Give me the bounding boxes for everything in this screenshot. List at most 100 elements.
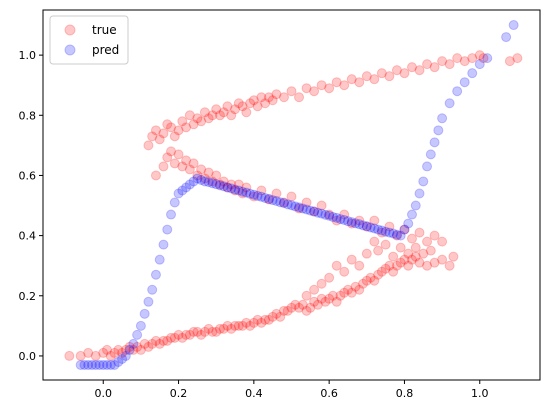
- pred-point: [75, 359, 86, 370]
- true-point: [286, 191, 297, 202]
- plot-frame: [42, 9, 541, 381]
- pred-point: [135, 320, 146, 331]
- true-point: [373, 269, 384, 280]
- pred-point: [214, 180, 225, 191]
- true-point: [263, 194, 274, 205]
- pred-point: [154, 254, 165, 265]
- pred-point: [139, 308, 150, 319]
- pred-point: [207, 178, 218, 189]
- pred-point: [267, 195, 278, 206]
- pred-point: [459, 77, 470, 88]
- y-tick-label: 0.0: [19, 350, 37, 363]
- true-series-points: [64, 50, 523, 361]
- true-point: [184, 329, 195, 340]
- pred-point: [166, 209, 177, 220]
- true-point: [422, 236, 433, 247]
- true-point: [369, 275, 380, 286]
- pred-point: [252, 190, 263, 201]
- true-point: [64, 350, 75, 361]
- true-point: [384, 221, 395, 232]
- pred-point: [365, 222, 376, 233]
- true-point: [256, 185, 267, 196]
- pred-point: [98, 359, 109, 370]
- pred-point: [226, 183, 237, 194]
- pred-point: [339, 214, 350, 225]
- pred-point: [120, 350, 131, 361]
- pred-point: [452, 86, 463, 97]
- pred-point: [391, 229, 402, 240]
- pred-point: [271, 196, 282, 207]
- legend: true pred: [49, 15, 129, 65]
- true-point: [237, 101, 248, 112]
- true-point: [211, 326, 222, 337]
- true-point: [342, 284, 353, 295]
- pred-point: [444, 98, 455, 109]
- true-point: [109, 347, 120, 358]
- pred-point: [230, 184, 241, 195]
- true-point: [143, 140, 154, 151]
- true-point: [267, 95, 278, 106]
- true-point: [150, 170, 161, 181]
- true-point: [211, 170, 222, 181]
- true-point: [241, 182, 252, 193]
- true-point: [354, 77, 365, 88]
- pred-point: [233, 185, 244, 196]
- true-point: [139, 338, 150, 349]
- true-point: [166, 122, 177, 133]
- pred-series-points: [75, 20, 519, 370]
- true-point: [256, 317, 267, 328]
- true-point: [414, 65, 425, 76]
- true-point: [124, 341, 135, 352]
- pred-point: [211, 179, 222, 190]
- true-point: [429, 230, 440, 241]
- pred-point: [128, 338, 139, 349]
- legend-marker-pred: [64, 44, 76, 56]
- true-point: [263, 314, 274, 325]
- pred-point: [109, 359, 120, 370]
- true-point: [286, 302, 297, 313]
- true-point: [252, 101, 263, 112]
- true-point: [384, 71, 395, 82]
- true-point: [267, 311, 278, 322]
- true-point: [199, 326, 210, 337]
- true-point: [429, 62, 440, 73]
- true-point: [410, 251, 421, 262]
- true-point: [365, 272, 376, 283]
- true-point: [184, 164, 195, 175]
- pred-point: [418, 176, 429, 187]
- true-point: [309, 284, 320, 295]
- true-point: [406, 62, 417, 73]
- true-point: [147, 131, 158, 142]
- true-point: [218, 323, 229, 334]
- legend-label-true: true: [92, 23, 117, 37]
- pred-point: [425, 149, 436, 160]
- true-point: [354, 284, 365, 295]
- pred-point: [83, 359, 94, 370]
- true-point: [422, 59, 433, 70]
- true-point: [169, 131, 180, 142]
- true-point: [222, 320, 233, 331]
- true-point: [391, 230, 402, 241]
- true-point: [260, 314, 271, 325]
- pred-point: [309, 206, 320, 217]
- pred-point: [346, 217, 357, 228]
- true-point: [437, 236, 448, 247]
- pred-point: [376, 225, 387, 236]
- pred-point: [218, 181, 229, 192]
- true-point: [369, 236, 380, 247]
- true-point: [309, 86, 320, 97]
- true-point: [132, 341, 143, 352]
- pred-point: [422, 161, 433, 172]
- pred-point: [399, 224, 410, 235]
- true-point: [301, 290, 312, 301]
- true-point: [233, 179, 244, 190]
- pred-point: [369, 223, 380, 234]
- pred-point: [305, 205, 316, 216]
- true-point: [177, 161, 188, 172]
- true-point: [316, 293, 327, 304]
- true-point: [399, 224, 410, 235]
- true-point: [358, 278, 369, 289]
- true-point: [512, 53, 523, 64]
- legend-box: [49, 15, 129, 65]
- true-point: [346, 287, 357, 298]
